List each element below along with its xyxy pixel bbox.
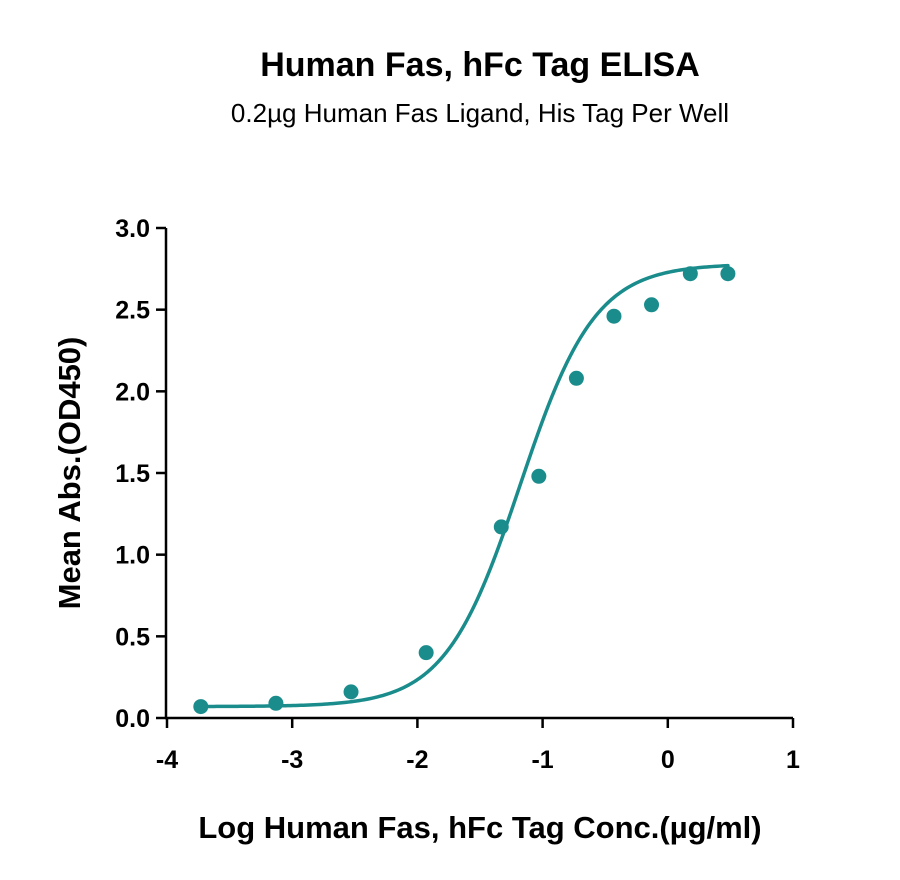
- data-point: [493, 519, 509, 535]
- x-tick-label: 0: [661, 746, 675, 774]
- data-points: [193, 266, 736, 715]
- y-tick-label: 2.0: [115, 378, 150, 406]
- fit-curve: [199, 263, 730, 709]
- data-point: [720, 266, 736, 282]
- data-point: [644, 297, 660, 313]
- data-point: [531, 468, 547, 484]
- data-point: [682, 266, 698, 282]
- y-tick-label: 3.0: [115, 215, 150, 243]
- data-point: [268, 695, 284, 711]
- data-point: [418, 645, 434, 661]
- axes: 0.0 0.5 1.0 1.5 2.0 2.5 3.0 -4 -3 -2 -1 0 1: [115, 215, 800, 774]
- x-tick-label: -1: [531, 746, 553, 774]
- y-tick-label: 1.5: [115, 460, 150, 488]
- data-point: [606, 308, 622, 324]
- x-tick-label: -3: [281, 746, 303, 774]
- y-axis-label: Mean Abs.(OD450): [52, 337, 87, 610]
- data-point: [193, 699, 209, 715]
- data-point: [568, 370, 584, 386]
- chart-title: Human Fas, hFc Tag ELISA: [260, 46, 700, 84]
- x-tick-label: 1: [786, 746, 800, 774]
- y-tick-label: 1.0: [115, 542, 150, 570]
- y-tick-label: 0.0: [115, 705, 150, 733]
- x-tick-label: -4: [156, 746, 178, 774]
- x-axis-label: Log Human Fas, hFc Tag Conc.(µg/ml): [198, 810, 761, 845]
- fit-curve-group: [199, 263, 730, 709]
- data-point: [343, 684, 359, 700]
- y-tick-label: 0.5: [115, 623, 150, 651]
- chart-subtitle: 0.2µg Human Fas Ligand, His Tag Per Well: [231, 98, 729, 128]
- x-tick-label: -2: [406, 746, 428, 774]
- y-tick-label: 2.5: [115, 297, 150, 325]
